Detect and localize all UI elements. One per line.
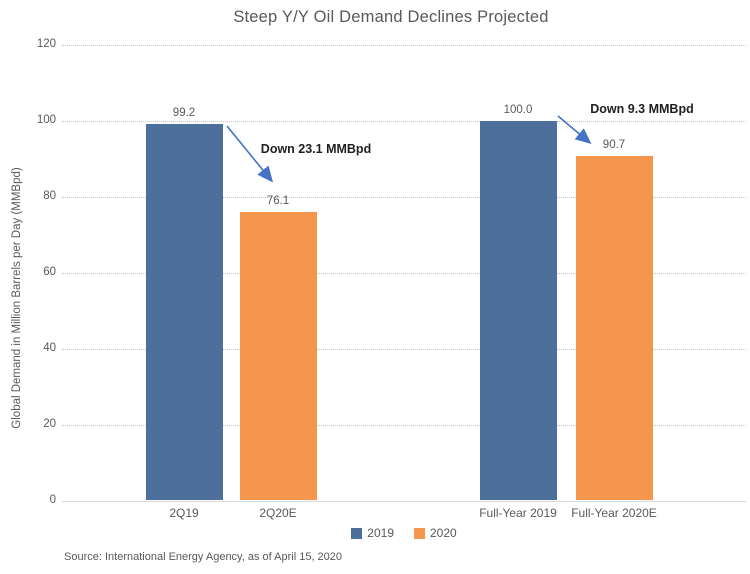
x-tick-label: 2Q19 <box>169 506 199 520</box>
x-tick-label: Full-Year 2020E <box>571 506 657 520</box>
bar-value-label: 90.7 <box>602 139 626 152</box>
y-tick-label: 0 <box>49 494 56 506</box>
legend-swatch <box>414 527 425 539</box>
bar-value-label: 99.2 <box>172 107 196 120</box>
y-tick-label: 40 <box>43 342 56 354</box>
bar-value-label: 100.0 <box>503 104 533 116</box>
gridline <box>62 121 746 122</box>
gridline <box>62 273 746 274</box>
source-note: Source: International Energy Agency, as … <box>64 551 343 563</box>
legend-item-2019: 2019 <box>351 526 394 540</box>
decline-arrow <box>557 115 592 145</box>
y-tick-label: 20 <box>43 418 56 430</box>
bar-value-label: 76.1 <box>266 194 290 207</box>
gridline <box>62 349 746 350</box>
legend-swatch <box>351 527 363 539</box>
bar-full-year-2020e <box>575 156 653 500</box>
bar-full-year-2019 <box>479 121 557 500</box>
decline-annotation: Down 9.3 MMBpd <box>590 102 694 116</box>
y-tick-label: 120 <box>36 38 56 50</box>
legend-item-2020: 2020 <box>414 526 457 540</box>
x-tick-label: Full-Year 2019 <box>479 506 557 520</box>
legend-label: 2020 <box>430 526 457 540</box>
legend: 2019 2020 <box>62 526 746 540</box>
x-tick-label: 2Q20E <box>259 506 297 520</box>
gridline <box>62 425 746 426</box>
y-tick-label: 80 <box>43 190 56 202</box>
decline-annotation: Down 23.1 MMBpd <box>260 142 372 156</box>
bar-2q19 <box>145 124 223 500</box>
y-tick-label: 60 <box>43 266 56 278</box>
x-axis-line <box>62 501 746 502</box>
gridline <box>62 45 746 46</box>
y-axis-title: Global Demand in Million Barrels per Day… <box>11 167 23 429</box>
chart-title: Steep Y/Y Oil Demand Declines Projected <box>233 8 549 26</box>
gridline <box>62 197 746 198</box>
legend-label: 2019 <box>367 526 394 540</box>
y-tick-label: 100 <box>36 114 56 126</box>
bar-2q20e <box>239 211 317 500</box>
